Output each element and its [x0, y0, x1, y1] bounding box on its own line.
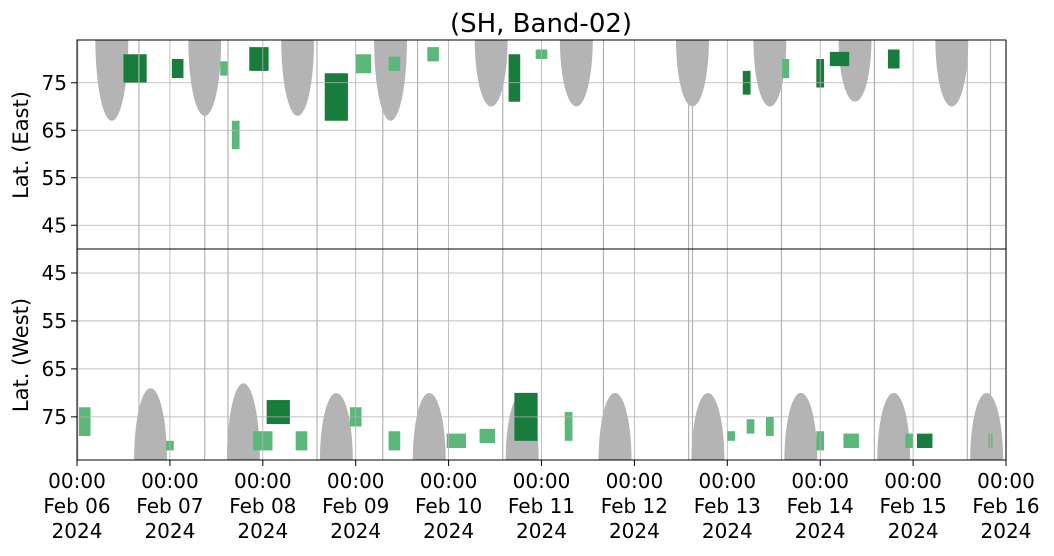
- y-axis-label-east: Lat. (East): [9, 91, 33, 199]
- no-data-region: [226, 383, 260, 460]
- x-tick-label: Feb 12: [601, 494, 668, 518]
- echo-cluster: [727, 431, 736, 441]
- no-data-region: [935, 40, 969, 107]
- y-tick-label-west: 45: [42, 261, 67, 285]
- x-tick-label: Feb 10: [415, 494, 482, 518]
- y-tick-label-west: 55: [42, 309, 67, 333]
- x-tick-label: Feb 16: [972, 494, 1039, 518]
- echo-cluster: [766, 416, 774, 437]
- x-tick-label: 2024: [423, 519, 474, 543]
- echo-cluster: [916, 433, 933, 449]
- echo-cluster: [266, 400, 290, 425]
- y-tick-label-east: 65: [42, 118, 67, 142]
- echo-cluster: [171, 59, 184, 78]
- no-data-region: [95, 40, 129, 121]
- y-axis-label-west: Lat. (West): [9, 298, 33, 412]
- echo-cluster: [123, 54, 147, 83]
- x-tick-label: Feb 14: [787, 494, 854, 518]
- echo-cluster: [427, 47, 439, 62]
- echo-cluster: [324, 73, 348, 121]
- no-data-region: [970, 392, 1004, 460]
- echo-cluster: [746, 419, 755, 434]
- x-tick-label: 00:00: [420, 469, 478, 493]
- x-tick-label: Feb 09: [322, 494, 389, 518]
- x-tick-label: 00:00: [234, 469, 292, 493]
- echo-cluster: [220, 61, 228, 76]
- x-tick-label: Feb 07: [136, 494, 203, 518]
- echo-cluster: [564, 412, 573, 441]
- no-data-region: [281, 40, 315, 116]
- x-tick-label: 00:00: [791, 469, 849, 493]
- no-data-region: [784, 392, 818, 460]
- no-data-region: [319, 392, 353, 460]
- echo-cluster: [781, 59, 790, 78]
- echo-cluster: [388, 431, 401, 451]
- echo-cluster: [249, 47, 269, 71]
- echo-cluster: [78, 407, 91, 437]
- x-tick-label: 2024: [330, 519, 381, 543]
- no-data-region: [474, 40, 508, 107]
- x-tick-label: Feb 11: [508, 494, 575, 518]
- x-tick-label: Feb 15: [879, 494, 946, 518]
- no-data-region: [877, 392, 911, 460]
- chart-title: (SH, Band-02): [450, 9, 632, 39]
- x-tick-label: 00:00: [698, 469, 756, 493]
- y-tick-label-east: 75: [42, 71, 67, 95]
- echo-cluster: [843, 433, 859, 449]
- no-data-region: [598, 392, 632, 460]
- y-tick-label-east: 55: [42, 166, 67, 190]
- no-data-region: [412, 392, 446, 460]
- y-tick-label-west: 65: [42, 357, 67, 381]
- echo-cluster: [231, 120, 240, 150]
- echo-cluster: [355, 54, 372, 74]
- no-data-region: [374, 40, 407, 121]
- y-tick-label-west: 75: [42, 405, 67, 429]
- x-tick-label: 00:00: [513, 469, 571, 493]
- echo-cluster: [479, 428, 496, 444]
- x-tick-label: Feb 13: [694, 494, 761, 518]
- no-data-region: [134, 388, 167, 460]
- x-tick-label: Feb 08: [229, 494, 296, 518]
- no-data-region: [838, 40, 872, 102]
- x-tick-label: 00:00: [977, 469, 1035, 493]
- echo-cluster: [446, 433, 467, 449]
- x-tick-label: Feb 06: [43, 494, 110, 518]
- x-tick-label: 2024: [888, 519, 939, 543]
- panel-east: [95, 40, 969, 150]
- no-data-region: [691, 392, 725, 460]
- echo-cluster: [829, 51, 850, 67]
- x-tick-label: 2024: [981, 519, 1032, 543]
- echo-cluster: [295, 431, 308, 451]
- panel-west: [78, 383, 1004, 460]
- x-tick-label: 2024: [52, 519, 103, 543]
- echo-cluster: [887, 49, 900, 69]
- x-tick-label: 2024: [609, 519, 660, 543]
- x-tick-label: 00:00: [48, 469, 106, 493]
- x-tick-label: 2024: [702, 519, 753, 543]
- x-tick-label: 2024: [144, 519, 195, 543]
- x-tick-label: 00:00: [884, 469, 942, 493]
- x-tick-label: 00:00: [327, 469, 385, 493]
- echo-cluster: [905, 433, 914, 449]
- y-tick-label-east: 45: [42, 213, 67, 237]
- x-tick-label: 00:00: [141, 469, 199, 493]
- x-tick-label: 2024: [237, 519, 288, 543]
- echo-cluster: [508, 54, 521, 102]
- x-tick-label: 2024: [795, 519, 846, 543]
- x-tick-label: 2024: [516, 519, 567, 543]
- plot-area: [77, 40, 1007, 460]
- no-data-region: [753, 40, 787, 107]
- x-tick-label: 00:00: [606, 469, 664, 493]
- echo-cluster: [388, 56, 401, 71]
- no-data-region: [559, 40, 593, 107]
